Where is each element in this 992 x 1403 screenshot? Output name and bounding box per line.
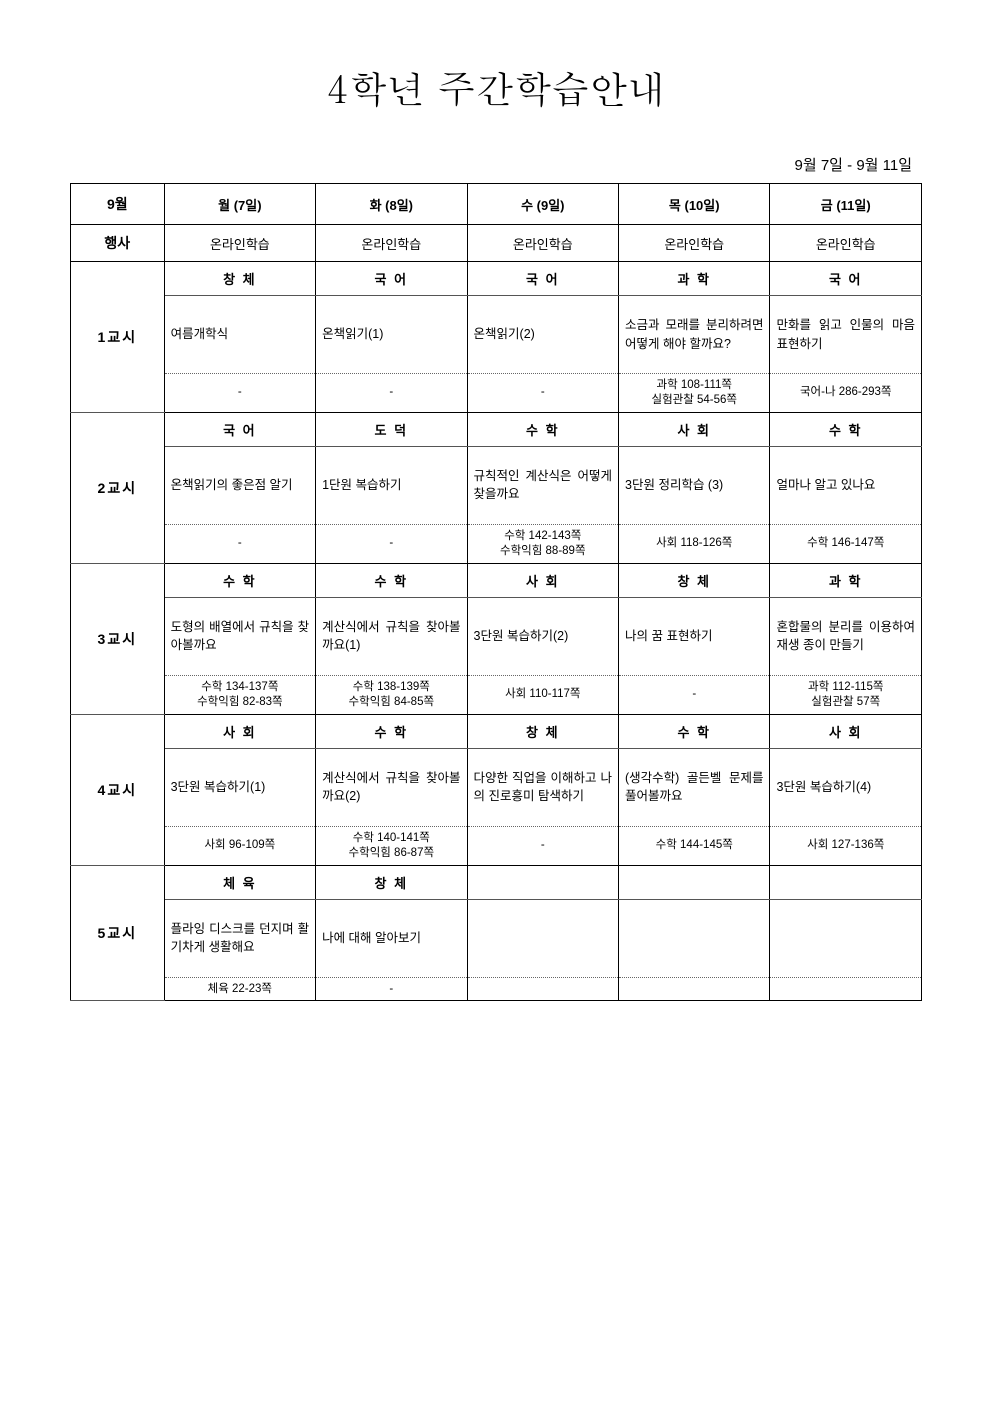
content-cell: 온책읽기의 좋은점 알기 (164, 446, 315, 524)
subject-cell: 과 학 (770, 563, 922, 597)
subject-cell: 사 회 (467, 563, 618, 597)
content-cell: 계산식에서 규칙을 찾아볼까요(2) (316, 748, 467, 826)
content-cell: (생각수학) 골든벨 문제를 풀어볼까요 (619, 748, 770, 826)
content-cell: 3단원 복습하기(1) (164, 748, 315, 826)
subject-cell: 창 체 (467, 714, 618, 748)
month-header: 9월 (71, 184, 165, 225)
subject-cell: 창 체 (164, 262, 315, 296)
period-label: 3교시 (71, 563, 165, 714)
day-header: 목 (10일) (619, 184, 770, 225)
period-label: 4교시 (71, 714, 165, 865)
subject-cell: 사 회 (164, 714, 315, 748)
content-cell: 계산식에서 규칙을 찾아볼까요(1) (316, 597, 467, 675)
content-cell: 혼합물의 분리를 이용하여 재생 종이 만들기 (770, 597, 922, 675)
pages-cell: - (164, 524, 315, 563)
content-cell (619, 899, 770, 977)
subject-cell: 수 학 (316, 714, 467, 748)
pages-cell: - (164, 374, 315, 413)
pages-cell: 체육 22-23쪽 (164, 977, 315, 1001)
event-cell: 온라인학습 (619, 225, 770, 262)
subject-cell (770, 865, 922, 899)
content-cell: 만화를 읽고 인물의 마음 표현하기 (770, 296, 922, 374)
content-cell: 소금과 모래를 분리하려면 어떻게 해야 할까요? (619, 296, 770, 374)
pages-cell: 국어-나 286-293쪽 (770, 374, 922, 413)
subject-cell: 과 학 (619, 262, 770, 296)
pages-cell (770, 977, 922, 1001)
subject-cell: 사 회 (619, 412, 770, 446)
schedule-table: 9월월 (7일)화 (8일)수 (9일)목 (10일)금 (11일)행사온라인학… (70, 183, 922, 1001)
content-cell (770, 899, 922, 977)
subject-cell: 수 학 (619, 714, 770, 748)
pages-cell (619, 977, 770, 1001)
content-cell: 3단원 정리학습 (3) (619, 446, 770, 524)
event-cell: 온라인학습 (770, 225, 922, 262)
subject-cell: 체 육 (164, 865, 315, 899)
pages-cell: - (467, 826, 618, 865)
content-cell: 온책읽기(2) (467, 296, 618, 374)
pages-cell: 사회 127-136쪽 (770, 826, 922, 865)
subject-cell: 국 어 (316, 262, 467, 296)
subject-cell: 도 덕 (316, 412, 467, 446)
pages-cell: - (316, 374, 467, 413)
content-cell: 온책읽기(1) (316, 296, 467, 374)
day-header: 금 (11일) (770, 184, 922, 225)
subject-cell: 수 학 (164, 563, 315, 597)
event-cell: 온라인학습 (316, 225, 467, 262)
pages-cell: 수학 144-145쪽 (619, 826, 770, 865)
subject-cell: 수 학 (316, 563, 467, 597)
event-label: 행사 (71, 225, 165, 262)
period-label: 2교시 (71, 412, 165, 563)
content-cell: 여름개학식 (164, 296, 315, 374)
content-cell: 도형의 배열에서 규칙을 찾아볼까요 (164, 597, 315, 675)
content-cell: 나의 꿈 표현하기 (619, 597, 770, 675)
page-title: 4학년 주간학습안내 (70, 60, 922, 114)
content-cell: 3단원 복습하기(2) (467, 597, 618, 675)
subject-cell: 창 체 (619, 563, 770, 597)
period-label: 5교시 (71, 865, 165, 1001)
pages-cell: - (467, 374, 618, 413)
pages-cell: 수학 146-147쪽 (770, 524, 922, 563)
event-cell: 온라인학습 (164, 225, 315, 262)
pages-cell: 과학 108-111쪽실험관찰 54-56쪽 (619, 374, 770, 413)
content-cell: 1단원 복습하기 (316, 446, 467, 524)
period-label: 1교시 (71, 262, 165, 413)
pages-cell: 수학 142-143쪽수학익힘 88-89쪽 (467, 524, 618, 563)
pages-cell: 수학 138-139쪽수학익힘 84-85쪽 (316, 675, 467, 714)
pages-cell: 수학 140-141쪽수학익힘 86-87쪽 (316, 826, 467, 865)
day-header: 월 (7일) (164, 184, 315, 225)
subject-cell: 창 체 (316, 865, 467, 899)
pages-cell: 사회 118-126쪽 (619, 524, 770, 563)
content-cell: 플라잉 디스크를 던지며 활기차게 생활해요 (164, 899, 315, 977)
event-cell: 온라인학습 (467, 225, 618, 262)
subject-cell: 수 학 (770, 412, 922, 446)
pages-cell: 수학 134-137쪽수학익힘 82-83쪽 (164, 675, 315, 714)
pages-cell (467, 977, 618, 1001)
subject-cell: 수 학 (467, 412, 618, 446)
pages-cell: - (619, 675, 770, 714)
subject-cell: 사 회 (770, 714, 922, 748)
pages-cell: 사회 110-117쪽 (467, 675, 618, 714)
pages-cell: - (316, 524, 467, 563)
pages-cell: - (316, 977, 467, 1001)
subject-cell: 국 어 (467, 262, 618, 296)
subject-cell (467, 865, 618, 899)
content-cell: 3단원 복습하기(4) (770, 748, 922, 826)
subject-cell (619, 865, 770, 899)
pages-cell: 사회 96-109쪽 (164, 826, 315, 865)
content-cell: 규칙적인 계산식은 어떻게 찾을까요 (467, 446, 618, 524)
content-cell (467, 899, 618, 977)
content-cell: 나에 대해 알아보기 (316, 899, 467, 977)
day-header: 화 (8일) (316, 184, 467, 225)
content-cell: 다양한 직업을 이해하고 나의 진로흥미 탐색하기 (467, 748, 618, 826)
pages-cell: 과학 112-115쪽실험관찰 57쪽 (770, 675, 922, 714)
subject-cell: 국 어 (164, 412, 315, 446)
day-header: 수 (9일) (467, 184, 618, 225)
content-cell: 얼마나 알고 있나요 (770, 446, 922, 524)
date-range: 9월 7일 - 9월 11일 (70, 154, 922, 175)
subject-cell: 국 어 (770, 262, 922, 296)
